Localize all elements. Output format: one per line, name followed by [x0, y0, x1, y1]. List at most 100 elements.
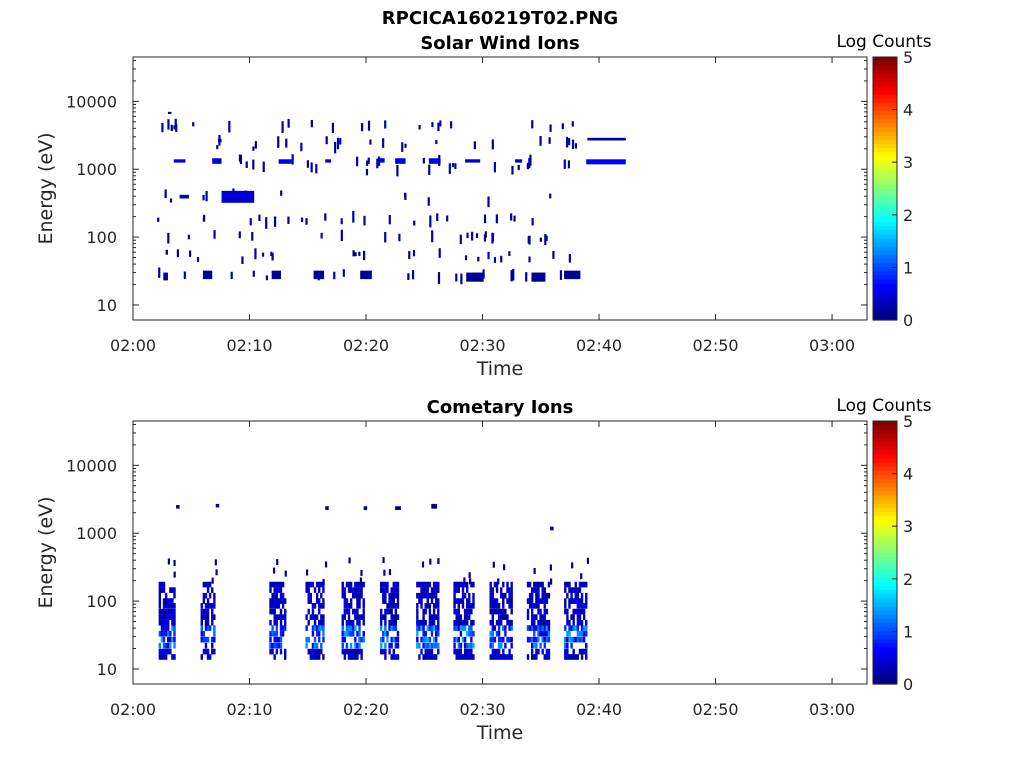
- data-cell: [354, 636, 357, 643]
- data-cell: [491, 630, 495, 637]
- data-cell: [585, 581, 588, 588]
- data-cell: [173, 636, 176, 643]
- data-cell: [356, 614, 359, 620]
- data-cell: [281, 614, 285, 620]
- data-cell: [503, 564, 506, 571]
- data-cell: [213, 598, 216, 604]
- data-cell: [384, 581, 387, 588]
- data-cell: [275, 630, 279, 637]
- data-cell: [528, 625, 532, 631]
- data-cell: [545, 598, 549, 604]
- data-cell: [508, 587, 511, 593]
- data-cell: [510, 587, 513, 593]
- data-cell: [586, 557, 590, 564]
- data-cell: [396, 581, 400, 588]
- colorbar-segment: [873, 511, 897, 517]
- data-cell: [390, 598, 393, 604]
- data-cell: [543, 619, 546, 626]
- data-cell: [322, 603, 325, 609]
- colorbar-segment: [873, 568, 897, 574]
- data-cell: [412, 250, 416, 257]
- colorbar-segment: [873, 659, 897, 665]
- data-cell: [173, 625, 176, 631]
- data-cell: [169, 642, 172, 649]
- data-cell: [568, 598, 571, 604]
- data-cell: [396, 614, 400, 620]
- data-cell: [578, 581, 582, 588]
- data-cell: [305, 636, 308, 643]
- data-cell: [463, 625, 467, 631]
- data-cell: [269, 636, 272, 643]
- data-cell: [392, 614, 395, 620]
- colorbar-segment: [873, 474, 897, 480]
- data-cell: [461, 587, 465, 593]
- data-cell: [208, 592, 212, 599]
- data-cell: [213, 230, 216, 239]
- data-cell: [208, 654, 212, 660]
- data-cell: [457, 642, 460, 649]
- data-cell: [504, 625, 507, 631]
- data-cell: [528, 592, 532, 599]
- data-cell: [343, 592, 347, 599]
- data-cell: [564, 598, 567, 604]
- data-cell: [309, 614, 313, 620]
- data-cell: [349, 581, 353, 588]
- data-cell: [291, 154, 294, 165]
- colorbar-segment: [873, 437, 897, 443]
- panel-solar-wind-ions: Solar Wind Ions 02:00 02:10 02:20 02:30 02:40…: [35, 32, 932, 380]
- data-cell: [281, 603, 285, 609]
- data-cell: [173, 159, 186, 163]
- data-cell: [213, 636, 216, 643]
- data-cell: [356, 598, 359, 604]
- data-cell: [362, 636, 365, 643]
- data-cell: [254, 141, 257, 149]
- data-cell: [305, 569, 309, 576]
- data-cell: [379, 648, 383, 655]
- data-cell: [497, 614, 501, 620]
- data-cell: [360, 587, 363, 593]
- colorbar-segment: [873, 122, 897, 128]
- data-cell: [500, 636, 503, 643]
- x-tick-label: 02:10: [226, 336, 272, 355]
- data-cell: [574, 598, 577, 604]
- data-cell: [578, 648, 582, 655]
- data-cell: [379, 608, 383, 615]
- data-cell: [273, 216, 277, 227]
- data-cell: [379, 581, 383, 588]
- data-cell: [430, 614, 434, 620]
- data-cell: [489, 587, 492, 593]
- data-cell: [394, 614, 398, 620]
- data-cell: [390, 592, 393, 599]
- data-cell: [341, 648, 344, 655]
- data-cell: [576, 614, 580, 620]
- data-cell: [437, 598, 440, 604]
- colorbar-segment: [873, 196, 897, 202]
- data-cell: [271, 608, 274, 615]
- data-cell: [200, 625, 203, 631]
- data-cell: [530, 648, 534, 655]
- data-cell: [388, 598, 391, 604]
- data-cell: [279, 648, 283, 655]
- data-cell: [202, 608, 206, 615]
- data-cell: [545, 625, 549, 631]
- colorbar-segment: [873, 130, 897, 136]
- data-cell: [582, 648, 586, 655]
- data-cell: [432, 636, 436, 643]
- data-cell: [495, 603, 499, 609]
- data-cell: [347, 581, 351, 588]
- data-cell: [352, 250, 355, 257]
- data-cell: [527, 236, 530, 244]
- data-cell: [206, 625, 210, 631]
- colorbar-segment: [873, 147, 897, 153]
- data-cell: [420, 587, 423, 593]
- data-cell: [200, 636, 203, 643]
- data-cell: [459, 598, 463, 604]
- data-cell: [533, 567, 536, 574]
- data-cell: [214, 559, 217, 566]
- data-cell: [472, 654, 475, 660]
- data-cell: [491, 603, 495, 609]
- data-cell: [574, 608, 577, 615]
- data-cell: [362, 603, 365, 609]
- colorbar-segment: [873, 258, 897, 264]
